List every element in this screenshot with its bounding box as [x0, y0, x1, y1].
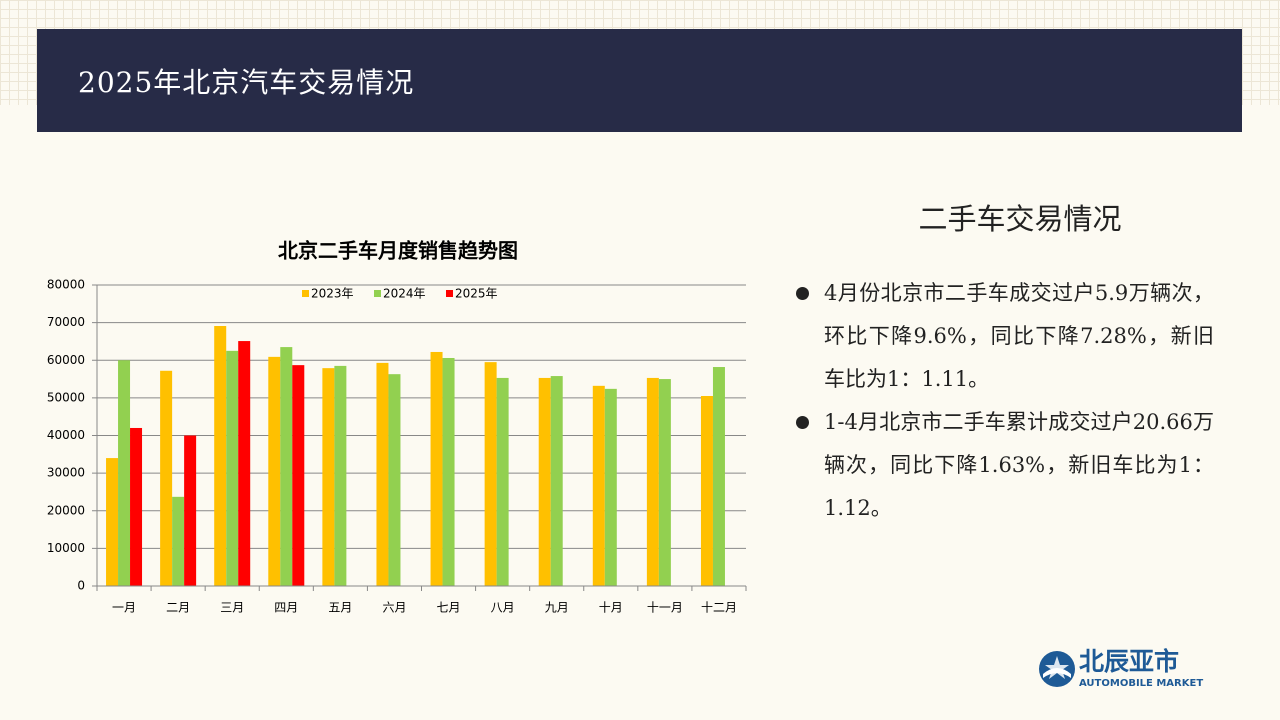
y-tick-label: 80000	[47, 278, 85, 292]
bar	[484, 362, 497, 586]
header-title: 2025年北京汽车交易情况	[78, 66, 415, 99]
bar	[160, 370, 173, 586]
legend-label: 2025年	[455, 287, 498, 301]
bar	[106, 458, 119, 586]
bar	[388, 374, 401, 586]
logo-subtitle: AUTOMOBILE MARKET	[1079, 678, 1203, 689]
bar	[376, 362, 389, 586]
legend-swatch	[374, 290, 381, 297]
bar	[538, 377, 551, 586]
bullet: 4月份北京市二手车成交过户5.9万辆次，环比下降9.6%，同比下降7.28%，新…	[794, 272, 1214, 401]
x-tick-label: 十一月	[647, 601, 683, 615]
y-tick-label: 10000	[47, 541, 85, 555]
bullet-list: 4月份北京市二手车成交过户5.9万辆次，环比下降9.6%，同比下降7.28%，新…	[794, 272, 1214, 530]
x-tick-label: 八月	[491, 601, 515, 615]
panel-title: 二手车交易情况	[918, 202, 1122, 236]
legend-swatch	[446, 290, 453, 297]
bar	[268, 356, 281, 586]
bar	[172, 496, 185, 586]
bullet: 1-4月北京市二手车累计成交过户20.66万辆次，同比下降1.63%，新旧车比为…	[794, 401, 1214, 530]
legend-label: 2023年	[311, 287, 354, 301]
logo-name: 北辰亚市	[1079, 648, 1179, 676]
x-tick-label: 十月	[599, 601, 623, 615]
bar	[700, 395, 713, 586]
bar	[238, 341, 251, 586]
bar	[118, 360, 131, 586]
bar	[226, 350, 239, 586]
bar	[184, 435, 197, 586]
bar	[292, 365, 305, 586]
y-tick-label: 60000	[47, 353, 85, 367]
legend-label: 2024年	[383, 287, 426, 301]
legend-swatch	[302, 290, 309, 297]
logo: 北辰亚市 AUTOMOBILE MARKET	[1039, 648, 1203, 689]
x-tick-label: 四月	[274, 601, 298, 615]
bar	[430, 351, 443, 586]
x-tick-label: 七月	[437, 601, 461, 615]
logo-icon-star	[1045, 656, 1069, 679]
bar	[214, 326, 227, 586]
bar	[712, 367, 725, 586]
y-tick-label: 0	[77, 579, 85, 593]
chart-title: 北京二手车月度销售趋势图	[278, 239, 518, 263]
y-tick-label: 20000	[47, 503, 85, 517]
bar	[130, 427, 143, 586]
x-tick-label: 五月	[328, 601, 352, 615]
x-tick-label: 六月	[382, 601, 406, 615]
bar	[658, 379, 671, 586]
chart: 北京二手车月度销售趋势图 0 10000 20000 30000 40000 50000 6…	[47, 239, 747, 615]
bar	[496, 377, 509, 586]
bar	[604, 388, 617, 586]
bar	[280, 347, 293, 586]
bar	[334, 365, 347, 586]
bar	[646, 377, 659, 586]
bar	[592, 385, 605, 586]
x-tick-label: 二月	[166, 601, 190, 615]
y-tick-label: 70000	[47, 315, 85, 329]
y-tick-label: 30000	[47, 466, 85, 480]
bar	[322, 368, 335, 586]
x-tick-label: 一月	[112, 601, 136, 615]
y-tick-label: 40000	[47, 428, 85, 442]
bar	[550, 376, 563, 586]
y-tick-label: 50000	[47, 390, 85, 404]
x-tick-label: 十二月	[701, 601, 737, 615]
header-bar: 2025年北京汽车交易情况	[37, 29, 1242, 132]
x-tick-label: 九月	[545, 601, 569, 615]
x-tick-label: 三月	[220, 601, 244, 615]
bar	[442, 357, 455, 586]
